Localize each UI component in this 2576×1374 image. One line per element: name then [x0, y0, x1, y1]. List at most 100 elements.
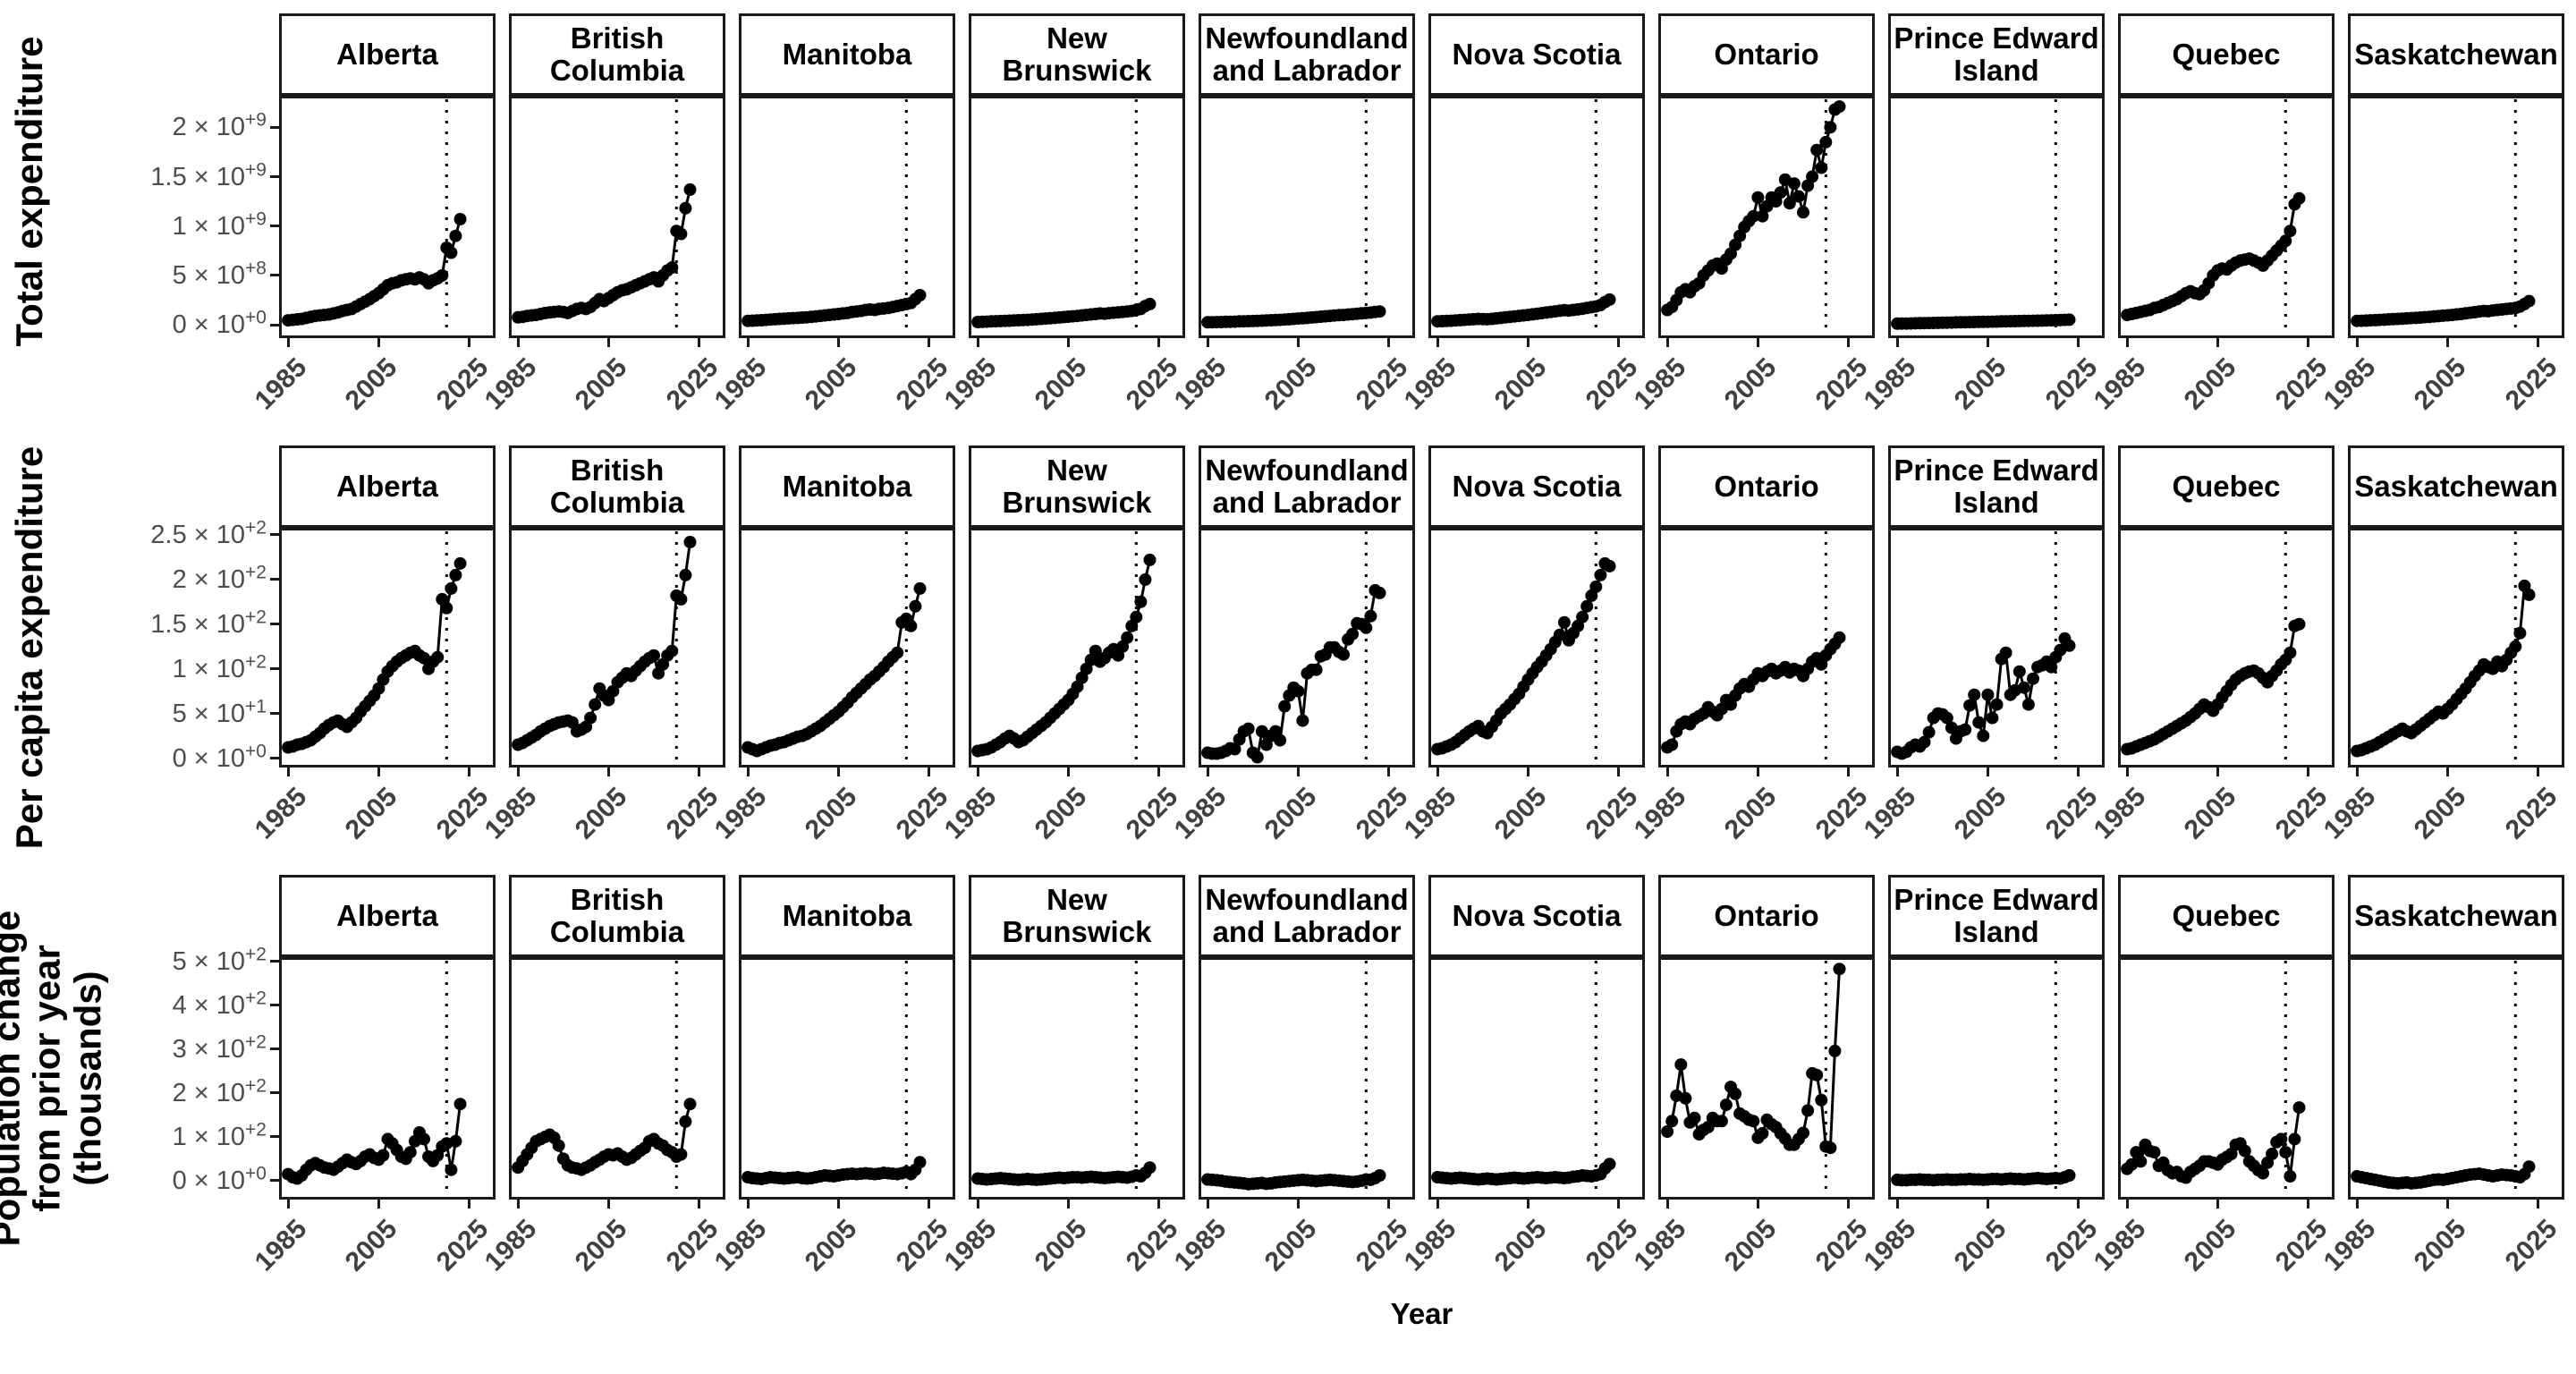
data-point: [2027, 672, 2039, 685]
facet-header-label: Nova Scotia: [1452, 470, 1622, 504]
y-tick-exponent: +2: [245, 1031, 267, 1053]
facet-header-label: Manitoba: [782, 470, 912, 504]
data-point: [1373, 586, 1386, 599]
data-point: [2134, 1155, 2148, 1168]
data-point: [674, 1148, 688, 1161]
x-tick-label: 2005: [2179, 352, 2242, 416]
facet-header-label: Newfoundland and Labrador: [1205, 454, 1409, 519]
y-tick-exponent: +9: [245, 109, 267, 131]
y-tick-exponent: +0: [245, 1163, 267, 1184]
data-point: [2045, 660, 2058, 674]
x-tick-mark: [377, 1200, 380, 1209]
x-tick-mark: [2537, 768, 2540, 776]
data-point: [1143, 553, 1157, 566]
x-tick-mark: [1387, 1200, 1391, 1209]
data-point: [1346, 627, 1360, 640]
y-tick-mark: [270, 1004, 279, 1007]
data-point: [648, 649, 660, 662]
x-tick-mark: [606, 1200, 610, 1209]
y-tick-mark: [270, 757, 279, 760]
data-point: [1783, 197, 1796, 210]
x-tick-mark: [1665, 768, 1669, 776]
x-tick-mark: [286, 1200, 290, 1209]
facet-header-nova-scotia: Nova Scotia: [1428, 875, 1645, 957]
x-tick-mark: [836, 1200, 840, 1209]
data-point: [1824, 1141, 1837, 1155]
data-point: [1337, 648, 1350, 661]
data-point: [2275, 1132, 2288, 1146]
x-tick-mark: [606, 338, 610, 347]
data-point: [418, 1132, 430, 1146]
x-tick-label: 2005: [2409, 352, 2472, 416]
data-point: [1241, 722, 1255, 735]
x-tick-label: 2005: [2409, 782, 2472, 845]
y-tick-label: 1 × 10+2: [97, 652, 267, 683]
x-tick-label: 2005: [1259, 352, 1323, 416]
x-tick-mark: [1986, 1200, 1989, 1209]
data-point: [1679, 1091, 1692, 1105]
data-point: [2148, 1146, 2161, 1159]
data-point: [913, 1156, 927, 1169]
panel-total-expenditure-nova-scotia: [1428, 96, 1645, 338]
panel-border: [1199, 957, 1415, 1200]
x-tick-mark: [746, 1200, 750, 1209]
data-point: [1665, 1115, 1679, 1128]
x-tick-mark: [1066, 768, 1070, 776]
y-tick-exponent: +1: [245, 695, 267, 717]
facet-header-manitoba: Manitoba: [739, 13, 955, 96]
data-point: [2513, 626, 2527, 640]
x-tick-mark: [1756, 1200, 1759, 1209]
x-tick-label: 2005: [800, 352, 863, 416]
x-tick-mark: [1066, 1200, 1070, 1209]
data-point: [674, 592, 688, 606]
y-tick-mark: [270, 323, 279, 327]
facet-header-prince-edward-island: Prince Edward Island: [1888, 445, 2105, 528]
facet-header-label: Quebec: [2172, 38, 2281, 72]
y-tick-label: 2 × 10+9: [97, 109, 267, 142]
data-point: [2279, 1146, 2292, 1159]
x-tick-mark: [1206, 338, 1209, 347]
x-tick-mark: [1436, 338, 1439, 347]
x-axis-title: Year: [1390, 1297, 1453, 1330]
data-point: [2292, 191, 2306, 205]
data-point: [1373, 305, 1386, 318]
data-point: [1986, 711, 1999, 725]
facet-header-nova-scotia: Nova Scotia: [1428, 13, 1645, 96]
data-point: [1143, 1161, 1157, 1175]
panel-population-change-from-prior-year-thousands--british-columbia: [509, 957, 725, 1200]
data-point: [679, 201, 692, 215]
y-tick-label: 4 × 10+2: [97, 988, 267, 1020]
x-tick-mark: [2077, 1200, 2080, 1209]
data-point: [1792, 190, 1805, 203]
data-point: [449, 1134, 462, 1148]
data-point: [552, 1139, 565, 1152]
facet-header-label: British Columbia: [549, 21, 685, 87]
x-tick-mark: [1436, 1200, 1439, 1209]
data-point: [2284, 225, 2297, 238]
y-tick-mark: [270, 1179, 279, 1183]
x-tick-mark: [468, 768, 471, 776]
x-tick-label: 2005: [1030, 352, 1093, 416]
data-point: [1296, 714, 1309, 727]
x-tick-mark: [2537, 338, 2540, 347]
x-tick-mark: [976, 338, 979, 347]
x-tick-mark: [1895, 1200, 1899, 1209]
x-tick-label: 2005: [1489, 782, 1553, 845]
y-tick-mantissa: 5 × 10: [172, 946, 246, 976]
facet-header-label: Quebec: [2172, 470, 2281, 504]
facet-header-nova-scotia: Nova Scotia: [1428, 445, 1645, 528]
x-tick-mark: [1296, 338, 1300, 347]
facet-header-ontario: Ontario: [1658, 13, 1875, 96]
data-point: [403, 1146, 417, 1159]
data-point: [1139, 572, 1152, 586]
data-point: [436, 268, 449, 282]
x-tick-label: 2005: [1949, 1214, 2012, 1277]
data-point: [1143, 297, 1157, 310]
data-point: [1833, 631, 1846, 644]
data-point: [2017, 681, 2030, 694]
data-point: [1292, 684, 1305, 698]
data-point: [1130, 610, 1143, 623]
data-point: [2284, 646, 2297, 659]
panel-total-expenditure-new-brunswick: [969, 96, 1185, 338]
data-point: [1729, 1087, 1742, 1100]
